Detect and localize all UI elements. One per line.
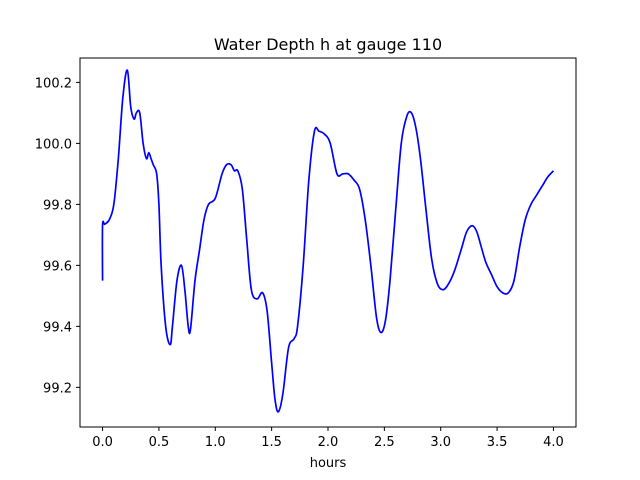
x-axis-label: hours bbox=[310, 456, 347, 471]
plot-frame bbox=[79, 57, 577, 428]
y-tick-label: 99.6 bbox=[43, 259, 72, 274]
x-tick-label: 1.0 bbox=[205, 435, 226, 450]
x-axis: 0.0 0.5 1.0 1.5 2.0 2.5 3.0 3.5 4.0 bbox=[92, 427, 564, 450]
x-tick-label: 2.5 bbox=[374, 435, 395, 450]
x-tick-label: 4.0 bbox=[543, 435, 564, 450]
y-tick-label: 100.2 bbox=[35, 76, 72, 91]
y-tick-label: 99.2 bbox=[43, 381, 72, 396]
y-tick-label: 99.4 bbox=[43, 320, 72, 335]
y-tick-label: 99.8 bbox=[43, 198, 72, 213]
x-tick-label: 0.5 bbox=[149, 435, 170, 450]
x-tick-label: 3.5 bbox=[487, 435, 508, 450]
series-line-0 bbox=[101, 69, 555, 413]
chart-title: Water Depth h at gauge 110 bbox=[214, 35, 442, 54]
x-tick-label: 1.5 bbox=[261, 435, 282, 450]
plot-area bbox=[101, 69, 555, 413]
y-tick-label: 100.0 bbox=[35, 137, 72, 152]
x-tick-label: 0.0 bbox=[92, 435, 113, 450]
x-tick-label: 2.0 bbox=[318, 435, 339, 450]
y-axis: 99.2 99.4 99.6 99.8 100.0 100.2 bbox=[35, 76, 80, 396]
x-tick-label: 3.0 bbox=[430, 435, 451, 450]
